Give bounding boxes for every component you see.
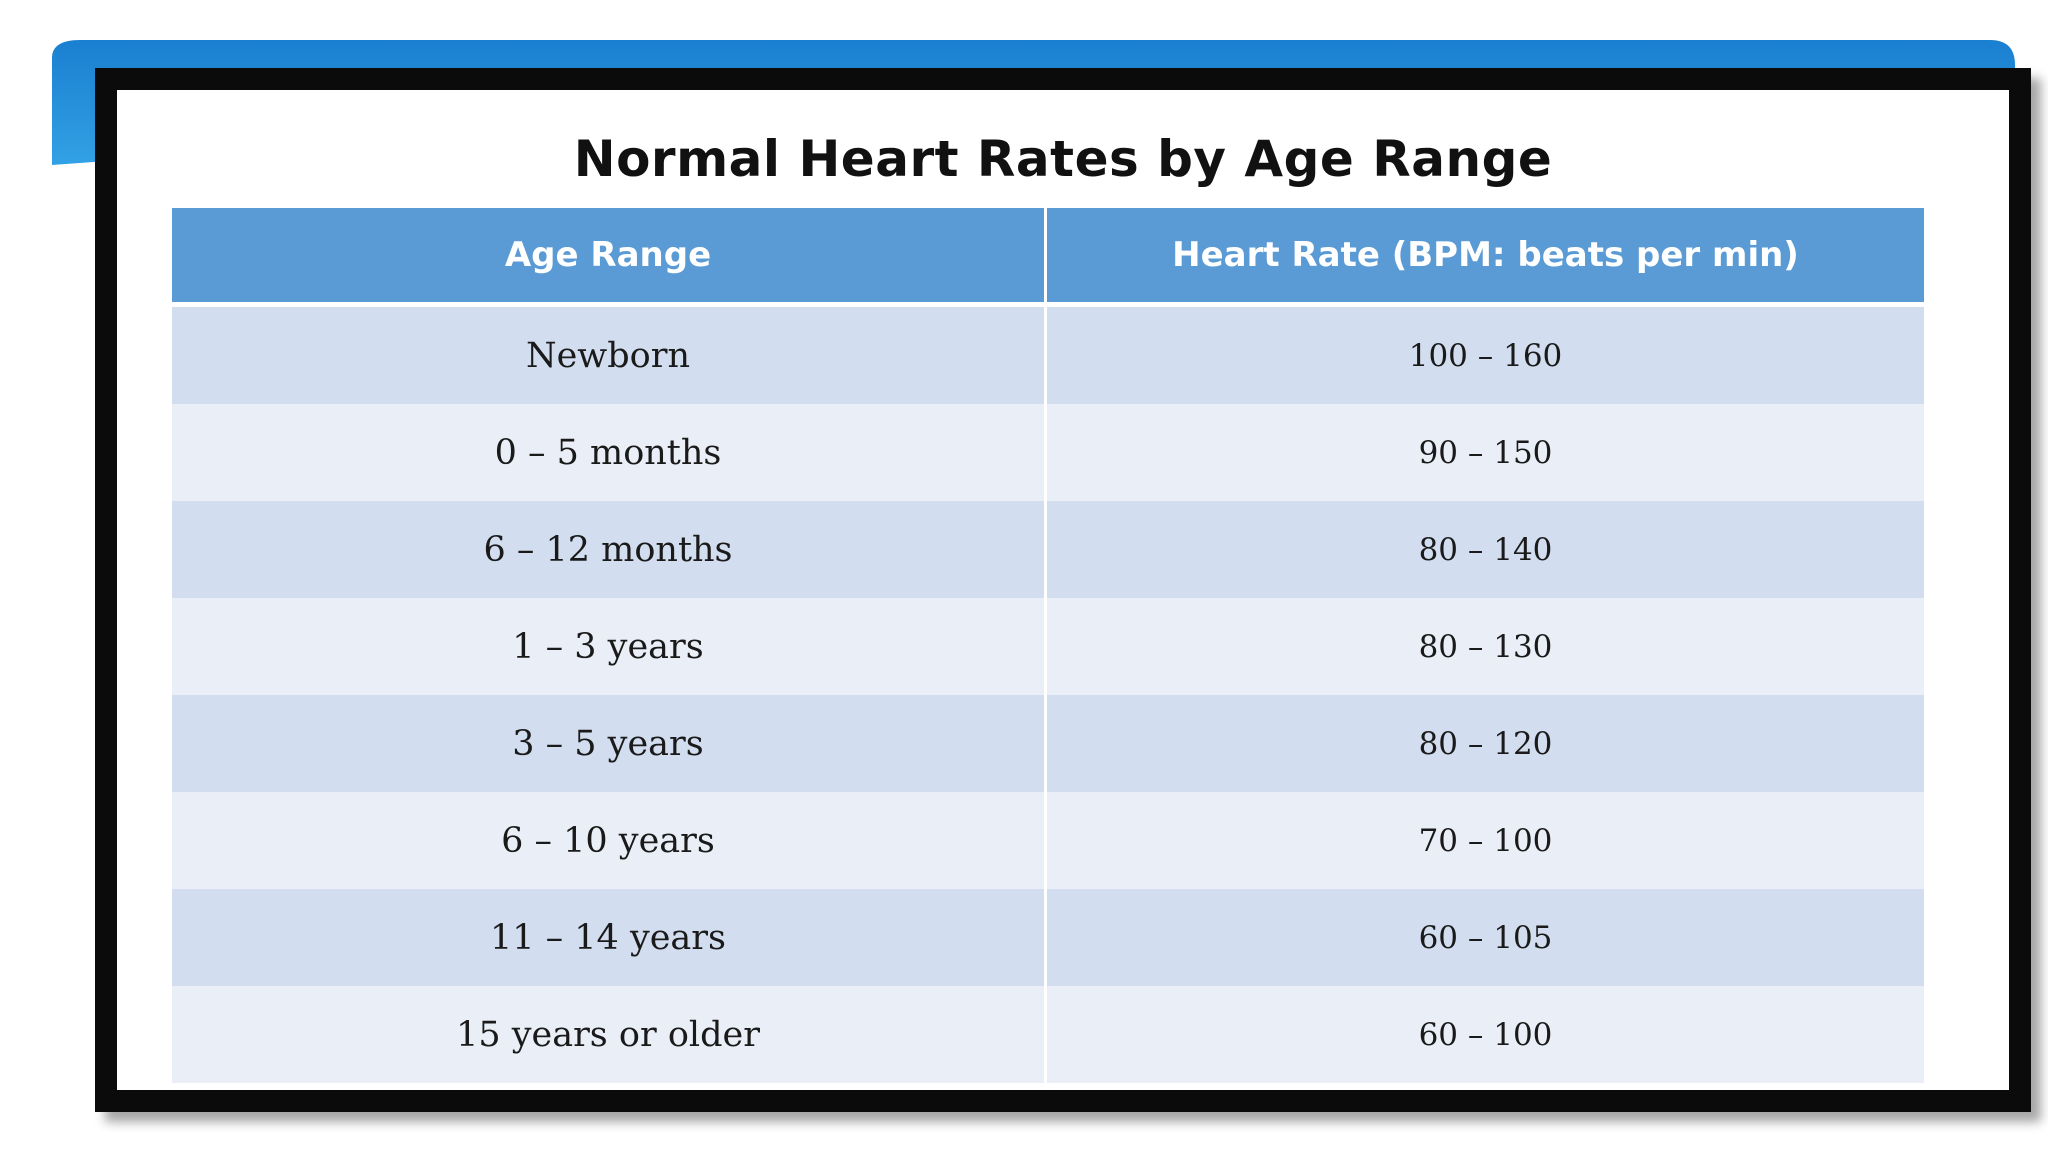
- heart-rate-cell: 70 – 100: [1418, 822, 1553, 859]
- column-header-heart-rate: Heart Rate (BPM: beats per min): [1172, 235, 1799, 275]
- age-range-cell: 15 years or older: [172, 986, 1047, 1083]
- heart-rate-cell: 90 – 150: [1418, 434, 1553, 471]
- heart-rate-cell: 100 – 160: [1408, 337, 1563, 374]
- heart-rate-cell: 60 – 105: [1418, 919, 1553, 956]
- table-row: 3 – 5 years 80 – 120: [172, 695, 1924, 792]
- heart-rate-cell: 80 – 130: [1418, 628, 1553, 665]
- heart-rate-cell: 60 – 100: [1418, 1016, 1553, 1053]
- page-title: Normal Heart Rates by Age Range: [573, 130, 1553, 188]
- age-range-cell: 0 – 5 months: [172, 404, 1047, 501]
- column-header-age-range: Age Range: [172, 208, 1047, 302]
- table-row: 15 years or older 60 – 100: [172, 986, 1924, 1083]
- table-row: Newborn 100 – 160: [172, 307, 1924, 404]
- heart-rate-cell: 80 – 120: [1418, 725, 1553, 762]
- age-range-cell: Newborn: [172, 307, 1047, 404]
- table-header-row: Age Range Heart Rate (BPM: beats per min…: [172, 208, 1924, 307]
- table-row: 6 – 12 months 80 – 140: [172, 501, 1924, 598]
- table-row: 6 – 10 years 70 – 100: [172, 792, 1924, 889]
- age-range-cell: 3 – 5 years: [172, 695, 1047, 792]
- heart-rate-cell: 80 – 140: [1418, 531, 1553, 568]
- table-row: 1 – 3 years 80 – 130: [172, 598, 1924, 695]
- table-row: 11 – 14 years 60 – 105: [172, 889, 1924, 986]
- age-range-cell: 6 – 10 years: [172, 792, 1047, 889]
- table-row: 0 – 5 months 90 – 150: [172, 404, 1924, 501]
- age-range-cell: 1 – 3 years: [172, 598, 1047, 695]
- age-range-cell: 11 – 14 years: [172, 889, 1047, 986]
- age-range-cell: 6 – 12 months: [172, 501, 1047, 598]
- table-frame: Normal Heart Rates by Age Range Age Rang…: [95, 68, 2031, 1112]
- heart-rate-table: Age Range Heart Rate (BPM: beats per min…: [172, 208, 1924, 1083]
